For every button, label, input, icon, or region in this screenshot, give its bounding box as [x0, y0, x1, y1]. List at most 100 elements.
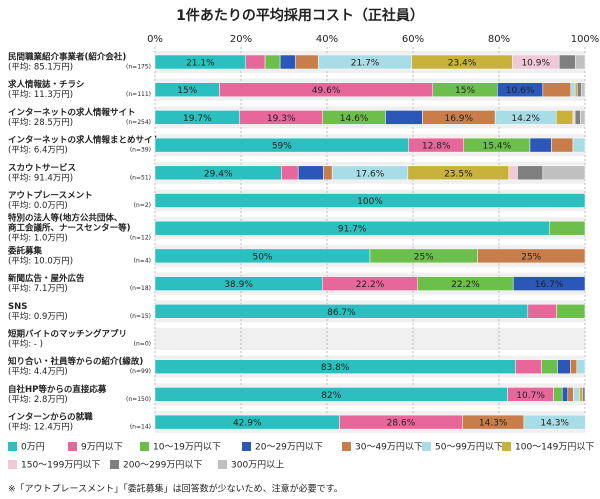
value-label: 12.8%	[422, 142, 451, 152]
value-label: 91.7%	[338, 225, 367, 235]
legend-label: 100〜149万円以下	[515, 442, 594, 453]
legend-label: 9万円以下	[81, 442, 123, 453]
bar-segment	[572, 110, 576, 125]
n-label: (n=18)	[130, 285, 151, 292]
bar-segment	[549, 220, 586, 236]
value-label: 16.7%	[535, 280, 564, 290]
category-label: 民間職業紹介事業者(紹介会社)	[8, 52, 126, 63]
value-label: 19.7%	[183, 114, 212, 124]
bar-segment	[572, 137, 586, 153]
value-label: 25%	[414, 252, 434, 262]
bar-segment	[264, 54, 281, 70]
category-label: 商工会議所、ナースセンター等)	[8, 223, 131, 234]
value-label: 82%	[321, 391, 341, 401]
value-label: 42.9%	[233, 419, 262, 429]
bar-segment	[527, 304, 557, 319]
bar-segment	[570, 359, 578, 374]
bar-segment	[581, 82, 586, 97]
value-label: 14.6%	[340, 114, 369, 124]
bar-segment	[575, 54, 586, 70]
bar-segment	[515, 359, 542, 374]
bar-segment	[558, 54, 576, 70]
average-label: (平均: 12.4万円)	[8, 422, 73, 433]
legend-swatch	[422, 442, 431, 451]
average-label: (平均: - )	[8, 339, 43, 350]
x-tick-label: 60%	[402, 34, 424, 45]
value-label: 38.9%	[224, 280, 253, 290]
value-label: 14.2%	[511, 114, 540, 124]
bar-segment	[245, 54, 266, 70]
category-label: アウトプレースメント	[8, 190, 93, 201]
category-label: 自社HP等からの直接応募	[8, 384, 107, 395]
average-label: (平均: 85.1万円)	[8, 62, 73, 73]
category-label: インターネットの求人情報サイト	[8, 107, 136, 118]
average-label: (平均: 6.4万円)	[8, 145, 68, 156]
legend-label: 300万円以上	[231, 460, 284, 471]
category-label: 短期バイトのマッチングアプリ	[8, 329, 127, 340]
n-label: (n=12)	[130, 235, 151, 242]
category-label: SNS	[8, 302, 27, 312]
value-label: 28.6%	[387, 419, 416, 429]
legend-label: 20〜29万円以下	[255, 442, 323, 453]
value-label: 22.2%	[356, 280, 385, 290]
n-label: (n=111)	[126, 91, 151, 98]
value-label: 14.3%	[479, 419, 508, 429]
average-label: (平均: 2.8万円)	[8, 394, 68, 405]
bar-segment	[541, 359, 558, 374]
legend-swatch	[140, 442, 149, 451]
value-label: 17.6%	[356, 169, 385, 179]
bar-segment	[551, 137, 574, 153]
n-label: (n=39)	[130, 147, 151, 154]
bar-segment	[574, 110, 581, 125]
value-label: 19.3%	[267, 114, 296, 124]
bar-segment	[529, 137, 552, 153]
n-label: (n=4)	[134, 257, 151, 264]
n-label: (n=14)	[130, 424, 151, 431]
bar-segment	[295, 54, 319, 70]
bar-segment	[580, 110, 586, 125]
bar-segment	[323, 165, 333, 181]
n-label: (n=15)	[130, 313, 151, 320]
value-label: 21.1%	[186, 59, 215, 69]
category-label: 特別の法人等(地方公共団体、	[8, 213, 122, 224]
bar-segment	[281, 165, 299, 181]
value-label: 25%	[521, 252, 541, 262]
bar-segment	[508, 165, 518, 181]
value-label: 15.4%	[483, 142, 512, 152]
bar-segment	[579, 387, 583, 402]
n-label: (n=51)	[130, 174, 151, 181]
average-label: (平均: 4.4万円)	[8, 366, 68, 377]
category-label: 求人情報誌・チラシ	[8, 79, 84, 90]
value-label: 86.7%	[327, 308, 356, 318]
value-label: 15%	[177, 86, 197, 96]
bar-segment	[576, 359, 586, 374]
value-label: 21.7%	[351, 59, 380, 69]
n-label: (n=99)	[130, 368, 151, 375]
row-background	[155, 328, 585, 350]
n-label: (n=0)	[134, 341, 151, 348]
category-label: 委託募集	[7, 245, 43, 256]
x-tick-label: 0%	[147, 34, 163, 45]
legend-label: 200〜299万円以下	[123, 460, 202, 471]
value-label: 10.6%	[506, 86, 535, 96]
category-label: 知り合い・社員等からの紹介(縁故)	[8, 356, 143, 367]
bar-segment	[574, 82, 578, 97]
value-label: 10.9%	[521, 59, 550, 69]
bar-segment	[582, 387, 586, 402]
bar-segment	[279, 54, 296, 70]
n-label: (n=254)	[126, 119, 151, 126]
value-label: 23.4%	[448, 59, 477, 69]
average-label: (平均: 91.4万円)	[8, 172, 73, 183]
value-label: 49.6%	[312, 86, 341, 96]
category-label: インターンからの就職	[8, 412, 93, 423]
value-label: 59%	[272, 142, 292, 152]
value-label: 10.7%	[516, 391, 545, 401]
average-label: (平均: 10.0万円)	[8, 255, 73, 266]
n-label: (n=2)	[134, 202, 151, 209]
x-tick-label: 40%	[316, 34, 338, 45]
average-label: (平均: 0.9万円)	[8, 311, 68, 322]
x-tick-label: 80%	[488, 34, 510, 45]
value-label: 100%	[357, 197, 383, 207]
chart-title: 1件あたりの平均採用コスト（正社員）	[176, 7, 424, 24]
